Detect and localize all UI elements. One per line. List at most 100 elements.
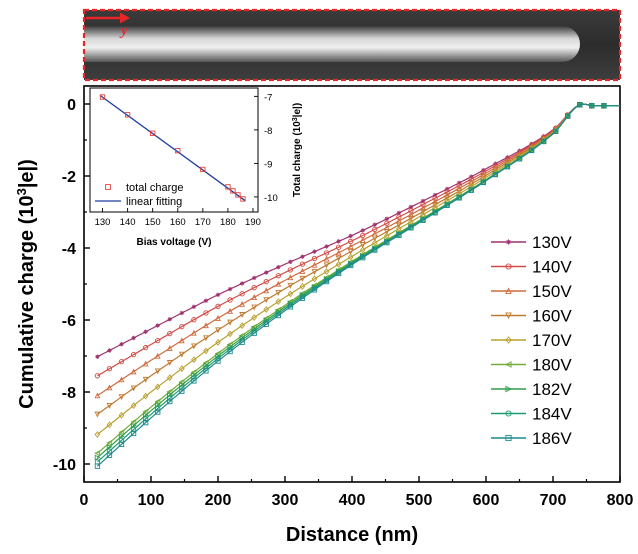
legend-label: 170V bbox=[532, 331, 572, 350]
series-marker-130V bbox=[288, 259, 293, 265]
series-marker-160V bbox=[347, 248, 354, 255]
main-legend: 130V 140V 150V 160V 170V 180V 182V 184V 186V bbox=[491, 233, 572, 448]
series-marker-170V bbox=[94, 431, 101, 438]
series-line-140V bbox=[97, 103, 620, 377]
series-marker-140V bbox=[227, 297, 233, 303]
series-marker-130V bbox=[191, 304, 197, 310]
series-marker-140V bbox=[118, 359, 125, 365]
series-marker-160V bbox=[178, 351, 185, 358]
y-direction-arrow-head bbox=[120, 12, 130, 24]
series-marker-160V bbox=[323, 262, 330, 269]
series-marker-160V bbox=[239, 312, 246, 318]
series-marker-184V bbox=[179, 385, 185, 391]
series-marker-184V bbox=[167, 395, 173, 401]
series-marker-130V bbox=[372, 222, 377, 227]
series-marker-182V bbox=[239, 334, 246, 341]
inset-data-point bbox=[225, 184, 231, 190]
series-marker-130V bbox=[384, 216, 390, 222]
inset-x-tick-label: 150 bbox=[145, 217, 161, 228]
series-marker-186V bbox=[601, 103, 607, 109]
series-marker-186V bbox=[492, 171, 499, 178]
legend-item-130V: 130V bbox=[491, 233, 572, 252]
series-marker-186V bbox=[215, 358, 221, 364]
series-marker-182V bbox=[203, 362, 210, 369]
inset-data-point bbox=[200, 166, 206, 173]
series-marker-150V bbox=[444, 191, 451, 198]
series-marker-140V bbox=[263, 279, 269, 285]
series-186V bbox=[94, 102, 620, 469]
series-marker-150V bbox=[118, 376, 125, 383]
series-marker-130V bbox=[239, 281, 245, 286]
series-marker-186V bbox=[191, 378, 197, 384]
series-marker-186V bbox=[589, 103, 595, 109]
series-marker-130V bbox=[300, 254, 305, 259]
series-marker-160V bbox=[287, 282, 294, 289]
series-marker-186V bbox=[444, 202, 450, 209]
series-marker-186V bbox=[565, 113, 571, 119]
series-marker-150V bbox=[408, 211, 414, 218]
series-marker-170V bbox=[191, 356, 197, 364]
main-y-axis-title-main: Cumulative charge (10 bbox=[16, 195, 38, 408]
series-marker-182V bbox=[263, 317, 270, 324]
series-marker-150V bbox=[420, 204, 426, 211]
inset-y-axis-title-main: Total charge (10 bbox=[292, 121, 303, 197]
series-marker-130V bbox=[276, 264, 281, 270]
inset-x-axis-title: Bias voltage (V) bbox=[136, 237, 211, 248]
series-marker-186V bbox=[275, 312, 281, 319]
legend-marker bbox=[505, 287, 512, 295]
inset-y-tick-label: -9 bbox=[264, 159, 272, 170]
inset-y-axis-title: Total charge (103|e|) bbox=[292, 103, 304, 197]
series-marker-170V bbox=[106, 421, 113, 429]
y-tick-label: -2 bbox=[62, 169, 76, 186]
series-marker-130V bbox=[203, 298, 209, 303]
y-tick-label: -6 bbox=[62, 313, 76, 330]
series-marker-160V bbox=[130, 385, 137, 392]
x-tick-label: 200 bbox=[205, 492, 232, 509]
series-marker-186V bbox=[94, 463, 101, 469]
series-marker-186V bbox=[372, 247, 378, 253]
series-marker-130V bbox=[505, 155, 510, 160]
series-marker-140V bbox=[94, 373, 101, 379]
series-marker-180V bbox=[154, 398, 161, 405]
legend-item-182V: 182V bbox=[491, 380, 572, 399]
series-marker-160V bbox=[215, 327, 221, 334]
legend-item-160V: 160V bbox=[491, 307, 572, 326]
series-marker-160V bbox=[166, 360, 173, 366]
series-marker-150V bbox=[323, 255, 330, 262]
x-tick-label: 600 bbox=[473, 492, 500, 509]
series-marker-160V bbox=[251, 304, 258, 311]
series-marker-140V bbox=[179, 323, 185, 330]
micrograph-panel: y bbox=[82, 8, 622, 82]
main-series-group bbox=[94, 101, 620, 469]
series-marker-130V bbox=[360, 228, 365, 233]
series-marker-186V bbox=[263, 321, 269, 327]
series-marker-180V bbox=[106, 439, 113, 446]
series-marker-180V bbox=[94, 450, 101, 457]
series-marker-184V bbox=[130, 426, 137, 433]
series-marker-180V bbox=[178, 378, 185, 385]
inset-y-ticks: -7 -8 -9 -10 bbox=[254, 92, 278, 204]
series-marker-130V bbox=[155, 323, 160, 328]
series-marker-186V bbox=[227, 348, 233, 355]
series-marker-130V bbox=[396, 210, 402, 216]
series-marker-140V bbox=[155, 337, 161, 344]
series-marker-186V bbox=[384, 239, 390, 246]
series-marker-160V bbox=[118, 394, 125, 401]
series-marker-160V bbox=[335, 255, 342, 262]
series-marker-150V bbox=[287, 274, 294, 281]
inset-x-tick-label: 160 bbox=[170, 217, 186, 228]
series-marker-180V bbox=[130, 418, 137, 425]
series-marker-182V bbox=[106, 444, 113, 450]
series-marker-160V bbox=[468, 181, 475, 188]
inset-x-ticks: 130 140 150 160 170 180 190 bbox=[95, 208, 261, 228]
series-marker-160V bbox=[190, 343, 197, 350]
series-marker-180V bbox=[142, 408, 149, 415]
series-marker-186V bbox=[456, 195, 462, 201]
series-marker-170V bbox=[215, 338, 221, 346]
series-marker-150V bbox=[347, 243, 354, 250]
series-marker-170V bbox=[227, 330, 233, 338]
inset-data-point bbox=[240, 196, 246, 202]
series-marker-140V bbox=[106, 366, 113, 372]
micrograph-border bbox=[82, 8, 622, 82]
series-marker-186V bbox=[528, 147, 535, 154]
